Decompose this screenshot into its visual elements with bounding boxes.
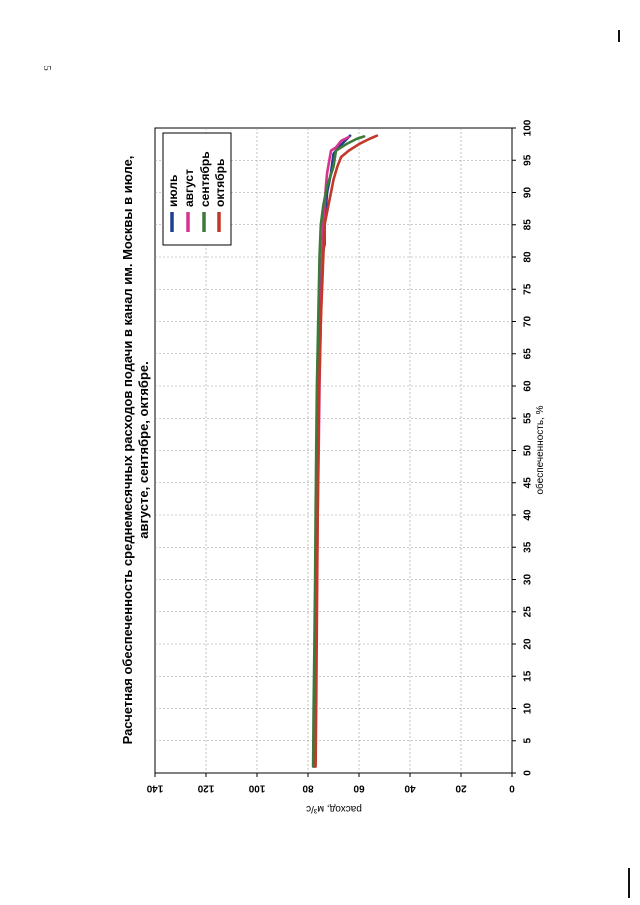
- y-tick-label: 40: [404, 783, 416, 794]
- chart-title: Расчетная обеспеченность среднемесячных …: [120, 156, 135, 745]
- x-tick-label: 35: [523, 541, 534, 553]
- legend-label-3: октябрь: [213, 159, 227, 207]
- x-tick-label: 80: [523, 251, 534, 263]
- axes: 0 5 10 15 20 25 30 35 40 45 50 55 60 65 70 75 80 85 90 95 10…: [146, 119, 533, 793]
- series-lines: [311, 134, 379, 768]
- x-tick-label: 20: [523, 638, 534, 650]
- value-axis-title-group: расход, м³/с: [306, 803, 362, 814]
- x-tick-label: 60: [523, 380, 534, 392]
- legend: июль август сентябрь октябрь: [162, 132, 232, 246]
- gridlines: [155, 128, 512, 773]
- x-tick-label: 30: [523, 574, 534, 586]
- y-tick-label: 100: [248, 783, 265, 794]
- legend-label-1: август: [182, 169, 196, 207]
- y-tick-label: 0: [509, 783, 515, 794]
- x-tick-label: 55: [523, 412, 534, 424]
- x-tick-label: 70: [523, 316, 534, 328]
- x-tick-label: 85: [523, 219, 534, 231]
- legend-label-2: сентябрь: [198, 151, 212, 207]
- scan-edge-mark-right: [628, 868, 630, 898]
- series-line-2: [311, 135, 366, 768]
- x-tick-label: 0: [523, 770, 534, 776]
- y-tick-label: 120: [197, 783, 214, 794]
- scan-edge-mark-top: [618, 30, 620, 42]
- y-axis-title: расход, м³/с: [306, 803, 362, 814]
- series-line-3: [314, 134, 379, 768]
- x-tick-label: 95: [523, 154, 534, 166]
- x-tick-label: 75: [523, 283, 534, 295]
- x-tick-label: 15: [523, 670, 534, 682]
- x-tick-label: 40: [523, 509, 534, 521]
- x-tick-label: 100: [523, 119, 534, 136]
- chart-subtitle: августе, сентябре, октябре.: [136, 361, 151, 539]
- x-tick-label: 25: [523, 606, 534, 618]
- x-axis-title: обеспеченность, %: [534, 405, 546, 494]
- y-tick-label: 140: [146, 783, 163, 794]
- legend-label-0: июль: [166, 175, 180, 207]
- x-tick-label: 65: [523, 348, 534, 360]
- y-tick-label: 20: [455, 783, 467, 794]
- chart-title-group: Расчетная обеспеченность среднемесячных …: [120, 156, 151, 745]
- x-tick-label: 45: [523, 477, 534, 489]
- y-tick-label: 60: [353, 783, 365, 794]
- x-tick-label: 50: [523, 445, 534, 457]
- x-tick-label: 90: [523, 187, 534, 199]
- x-tick-label: 10: [523, 703, 534, 715]
- y-tick-label: 80: [302, 783, 314, 794]
- x-tick-label: 5: [523, 738, 534, 744]
- y-axis-title-group: обеспеченность, %: [534, 405, 546, 494]
